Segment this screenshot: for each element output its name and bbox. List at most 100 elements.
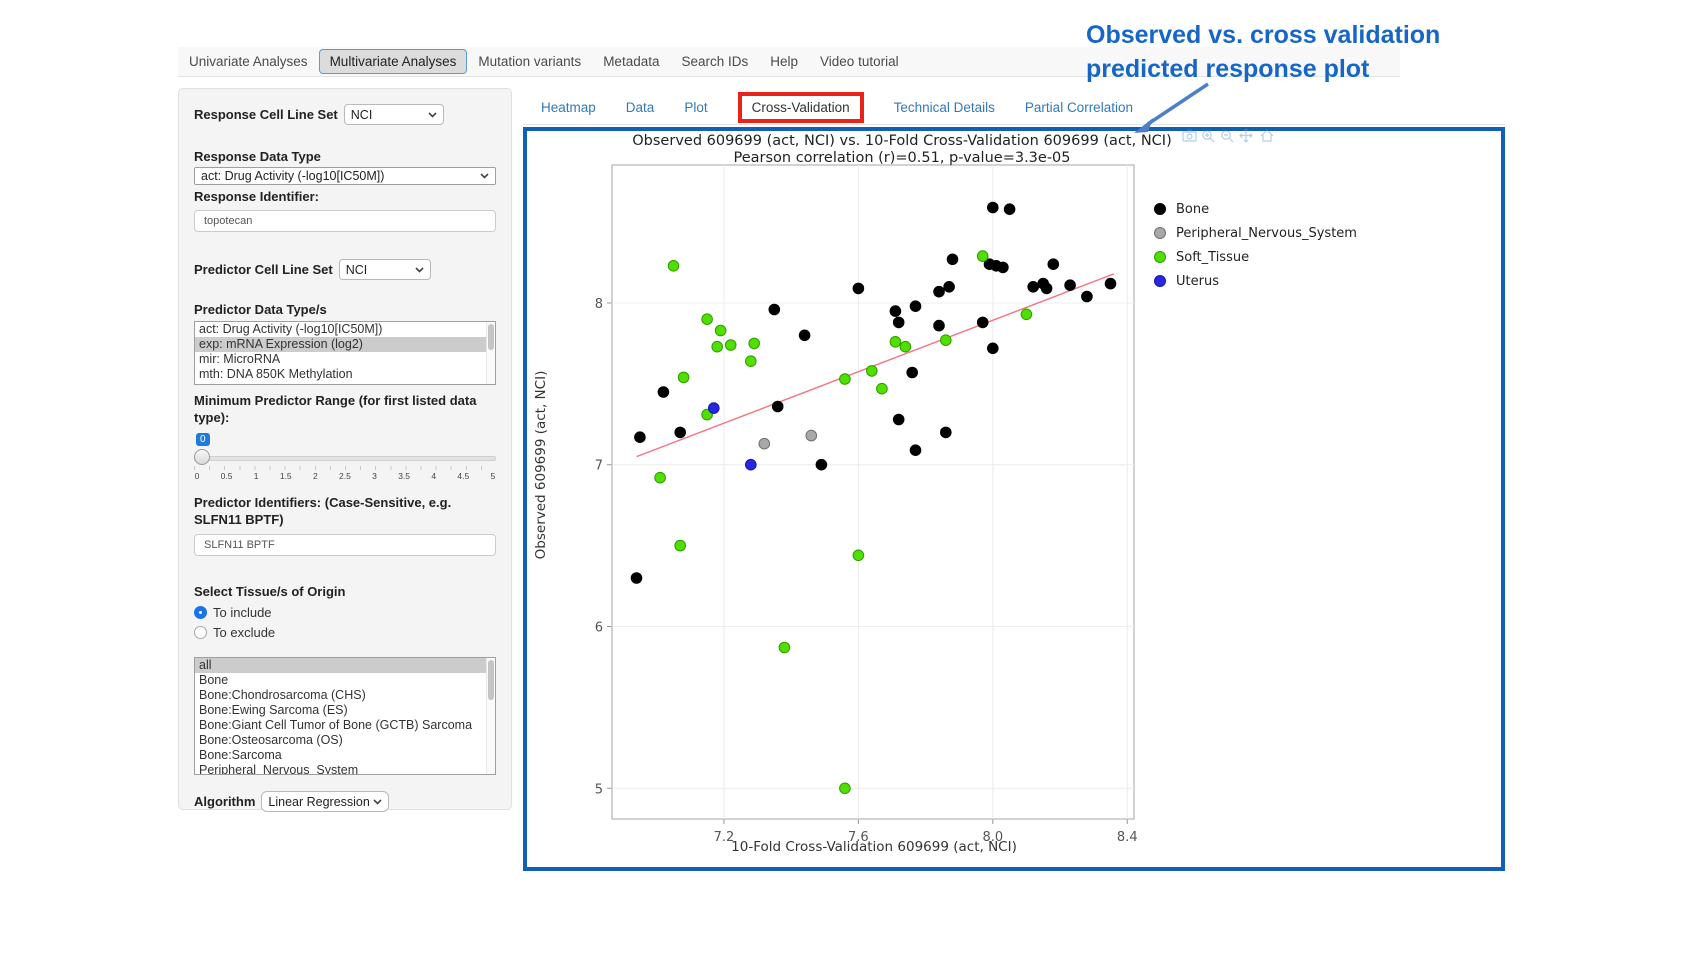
data-point-Peripheral_Nervous_System[interactable] [805, 429, 818, 442]
predictor-data-type-option[interactable]: act: Drug Activity (-log10[IC50M]) [199, 322, 383, 336]
data-point-Soft_Tissue[interactable] [839, 782, 851, 795]
tissue-option[interactable]: Bone:Giant Cell Tumor of Bone (GCTB) Sar… [199, 718, 473, 732]
predictor-cell-line-set-select[interactable]: NCI [338, 259, 431, 280]
legend-label-Peripheral_Nervous_System[interactable]: Peripheral_Nervous_System [1176, 226, 1357, 241]
top-nav-tab[interactable]: Multivariate Analyses [318, 49, 468, 74]
result-tab[interactable]: Plot [684, 99, 708, 115]
data-point-Soft_Tissue[interactable] [899, 340, 912, 353]
data-point-Bone[interactable] [906, 366, 919, 379]
data-point-Bone[interactable] [892, 413, 905, 426]
slider-handle[interactable] [194, 449, 210, 465]
response-identifier-input[interactable]: topotecan [194, 210, 496, 232]
data-point-Bone[interactable] [1003, 203, 1016, 215]
data-point-Uterus[interactable] [745, 458, 757, 471]
tissue-option[interactable]: Bone:Chondrosarcoma (CHS) [199, 688, 366, 702]
tissue-option[interactable]: Bone:Sarcoma [199, 748, 282, 762]
data-point-Bone[interactable] [933, 285, 945, 298]
data-point-Bone[interactable] [674, 426, 686, 439]
predictor-data-types-listbox[interactable]: act: Drug Activity (-log10[IC50M]) exp: m… [194, 321, 496, 385]
result-tab[interactable]: Cross-Validation [737, 91, 864, 123]
legend-label-Uterus[interactable]: Uterus [1176, 274, 1219, 289]
top-nav-tab[interactable]: Mutation variants [478, 54, 582, 69]
data-point-Bone[interactable] [933, 319, 945, 332]
response-data-type-select[interactable]: act: Drug Activity (-log10[IC50M]) [194, 167, 496, 185]
data-point-Soft_Tissue[interactable] [852, 549, 865, 562]
top-nav-tab[interactable]: Video tutorial [820, 54, 899, 69]
data-point-Soft_Tissue[interactable] [940, 334, 952, 346]
predictor-data-type-option[interactable]: exp: mRNA Expression (log2) [195, 337, 495, 352]
data-point-Bone[interactable] [1040, 282, 1053, 295]
legend-marker-Peripheral_Nervous_System[interactable] [1154, 227, 1166, 239]
data-point-Bone[interactable] [1081, 290, 1093, 303]
response-cell-line-set-select[interactable]: NCI [343, 104, 444, 125]
data-point-Bone[interactable] [1064, 279, 1076, 291]
data-point-Soft_Tissue[interactable] [677, 371, 690, 384]
radio-to-include[interactable] [194, 606, 207, 619]
data-point-Bone[interactable] [946, 253, 959, 266]
predictor-data-type-option[interactable]: mir: MicroRNA [199, 352, 281, 366]
data-point-Bone[interactable] [815, 458, 828, 471]
data-point-Soft_Tissue[interactable] [976, 250, 989, 262]
data-point-Soft_Tissue[interactable] [667, 260, 680, 272]
data-point-Bone[interactable] [1104, 277, 1117, 290]
data-point-Bone[interactable] [630, 572, 643, 584]
data-point-Soft_Tissue[interactable] [714, 324, 727, 337]
data-point-Bone[interactable] [768, 303, 781, 316]
data-point-Soft_Tissue[interactable] [889, 336, 902, 348]
data-point-Uterus[interactable] [708, 402, 720, 414]
result-tab[interactable]: Heatmap [541, 99, 596, 115]
data-point-Bone[interactable] [997, 261, 1009, 274]
algorithm-select[interactable]: Linear Regression [261, 791, 390, 812]
tissue-option[interactable]: all [195, 658, 495, 673]
data-point-Soft_Tissue[interactable] [876, 382, 888, 395]
scrollbar[interactable] [486, 658, 495, 774]
slider-track[interactable] [194, 456, 496, 461]
top-nav-tab[interactable]: Help [770, 54, 799, 69]
top-nav-tab[interactable]: Search IDs [681, 54, 749, 69]
data-point-Bone[interactable] [943, 281, 955, 293]
data-point-Soft_Tissue[interactable] [711, 340, 723, 353]
data-point-Bone[interactable] [940, 426, 952, 439]
data-point-Soft_Tissue[interactable] [1020, 308, 1033, 321]
data-point-Bone[interactable] [987, 201, 999, 214]
data-point-Bone[interactable] [909, 444, 922, 457]
tissue-option[interactable]: Peripheral_Nervous_System [199, 763, 359, 775]
data-point-Bone[interactable] [798, 329, 811, 342]
data-point-Soft_Tissue[interactable] [748, 337, 760, 350]
top-nav-tab[interactable]: Univariate Analyses [189, 54, 308, 69]
data-point-Soft_Tissue[interactable] [724, 339, 737, 351]
tissue-option[interactable]: Bone [199, 673, 229, 687]
data-point-Bone[interactable] [634, 431, 646, 444]
data-point-Soft_Tissue[interactable] [778, 641, 791, 654]
top-nav-tab[interactable]: Metadata [603, 54, 660, 69]
predictor-data-type-option[interactable]: mth: DNA 850K Methylation [199, 367, 353, 381]
data-point-Bone[interactable] [852, 282, 865, 295]
data-point-Soft_Tissue[interactable] [866, 365, 878, 377]
data-point-Peripheral_Nervous_System[interactable] [758, 437, 771, 450]
legend-marker-Uterus[interactable] [1154, 275, 1166, 287]
data-point-Soft_Tissue[interactable] [701, 313, 713, 325]
result-tab[interactable]: Data [625, 99, 655, 115]
data-point-Soft_Tissue[interactable] [654, 471, 666, 484]
legend-marker-Bone[interactable] [1154, 203, 1166, 215]
result-tab[interactable]: Partial Correlation [1024, 99, 1133, 115]
result-tab[interactable]: Technical Details [893, 99, 995, 115]
plot-modebar[interactable] [1182, 128, 1278, 143]
data-point-Bone[interactable] [909, 300, 922, 312]
legend-label-Soft_Tissue[interactable]: Soft_Tissue [1176, 250, 1249, 265]
data-point-Bone[interactable] [771, 400, 784, 413]
data-point-Soft_Tissue[interactable] [674, 539, 686, 552]
tissue-option[interactable]: Bone:Osteosarcoma (OS) [199, 733, 343, 747]
data-point-Bone[interactable] [892, 316, 905, 329]
tissue-listbox[interactable]: all Bone Bone:Chondrosarcoma (CHS) Bone:Ewi… [194, 657, 496, 775]
tissue-option[interactable]: Bone:Ewing Sarcoma (ES) [199, 703, 348, 717]
legend-label-Bone[interactable]: Bone [1176, 202, 1209, 217]
predictor-identifiers-input[interactable]: SLFN11 BPTF [194, 534, 496, 556]
radio-to-exclude[interactable] [194, 626, 207, 639]
data-point-Soft_Tissue[interactable] [839, 373, 851, 385]
scrollbar[interactable] [486, 322, 495, 384]
legend-marker-Soft_Tissue[interactable] [1154, 251, 1166, 263]
data-point-Bone[interactable] [1027, 281, 1040, 293]
data-point-Bone[interactable] [889, 305, 902, 317]
data-point-Bone[interactable] [657, 386, 670, 398]
